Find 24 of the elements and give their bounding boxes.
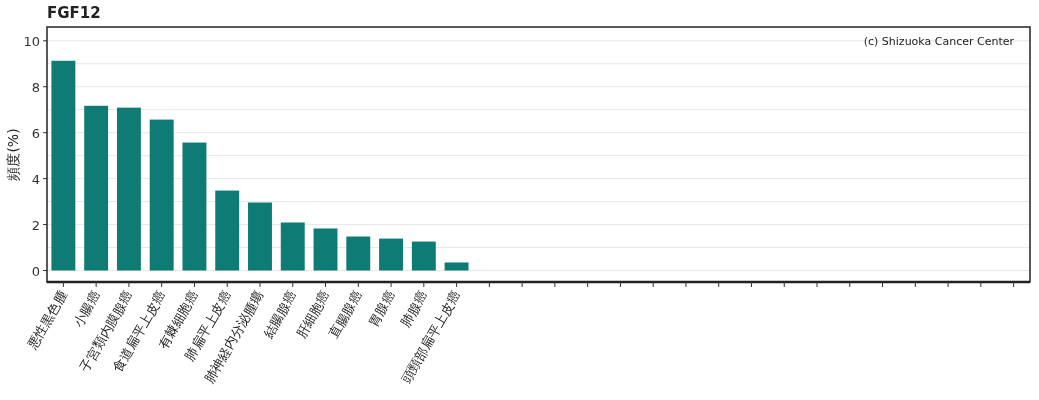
chart-title: FGF12 (47, 4, 101, 22)
bar (182, 142, 207, 271)
bar (248, 202, 272, 271)
y-axis-title: 頻度(%) (5, 128, 21, 181)
bar (149, 119, 174, 271)
bar (346, 236, 371, 271)
y-tick-label: 6 (31, 125, 40, 141)
y-tick-label: 0 (31, 263, 40, 279)
bar (411, 241, 436, 271)
bar (51, 60, 76, 271)
bar (116, 107, 141, 271)
bar (313, 228, 338, 271)
bar (379, 238, 404, 271)
annotation: (c) Shizuoka Cancer Center (863, 35, 1015, 48)
bar (84, 105, 109, 271)
bar (444, 262, 469, 271)
x-tick-label: 悪性黒色腫 (23, 288, 70, 353)
bar (280, 222, 305, 271)
y-tick-label: 2 (31, 217, 40, 233)
y-tick-label: 4 (31, 171, 40, 187)
bar (215, 190, 240, 271)
y-tick-label: 8 (31, 79, 40, 95)
y-tick-label: 10 (23, 33, 40, 49)
x-tick-label: 胃腺癌 (365, 288, 398, 330)
